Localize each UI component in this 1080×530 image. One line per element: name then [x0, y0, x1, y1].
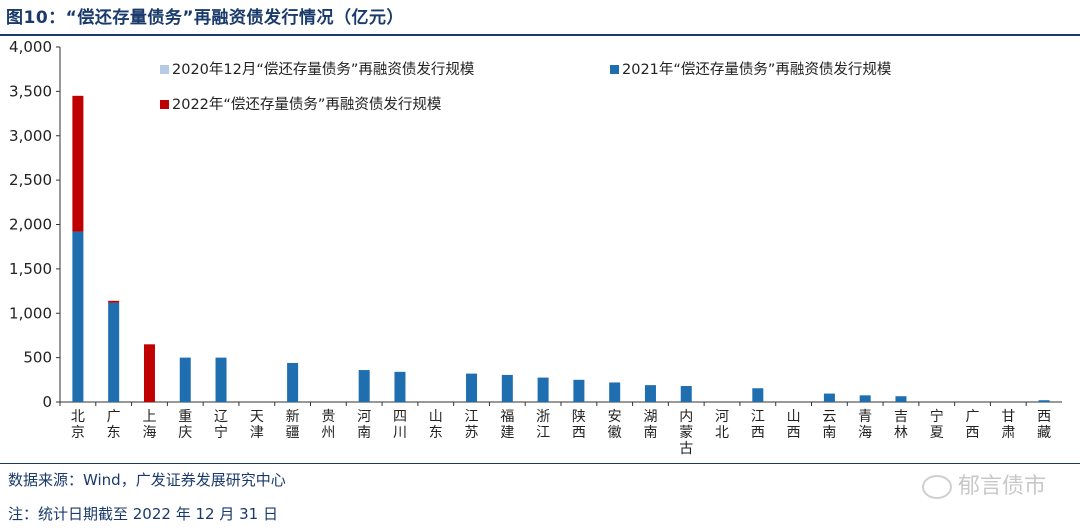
x-tick-label: 四川 [393, 409, 407, 441]
bar-segment [179, 357, 191, 402]
bar-segment [108, 302, 120, 402]
source-note: 数据来源：Wind，广发证券发展研究中心 [8, 471, 286, 489]
legend-label-2020: 2020年12月“偿还存量债务”再融资债发行规模 [172, 62, 475, 78]
x-tick-label: 安徽 [608, 409, 622, 441]
x-tick-label: 青海 [858, 409, 872, 441]
x-tick-label: 贵州 [321, 409, 335, 441]
bar-segment [287, 362, 299, 402]
y-tick-label: 2,000 [9, 216, 52, 234]
x-tick-label: 天津 [250, 409, 264, 441]
x-tick-label: 吉林 [894, 409, 908, 441]
x-tick-label: 重庆 [178, 409, 192, 441]
x-tick-label: 福建 [500, 409, 514, 441]
bar-segment [72, 95, 84, 232]
legend-swatch-2021 [610, 65, 619, 74]
legend-label-2022: 2022年“偿还存量债务”再融资债发行规模 [172, 97, 442, 113]
bar-segment [394, 371, 406, 402]
date-note: 注：统计日期截至 2022 年 12 月 31 日 [8, 505, 278, 523]
bar-segment [895, 396, 907, 402]
legend-item-2021: 2021年“偿还存量债务”再融资债发行规模 [610, 58, 891, 79]
x-tick-label: 内蒙古 [679, 409, 693, 457]
x-tick-label: 江苏 [465, 409, 479, 441]
bar-segment [358, 370, 370, 402]
bar-segment [466, 373, 478, 402]
bar-segment [823, 393, 835, 402]
legend-item-2022: 2022年“偿还存量债务”再融资债发行规模 [160, 93, 441, 114]
watermark: 郁言债市 [921, 468, 1046, 500]
bar-segment [72, 231, 84, 402]
x-tick-label: 广东 [107, 409, 121, 441]
watermark-text: 郁言债市 [957, 474, 1046, 499]
x-tick-label: 湖南 [643, 409, 657, 441]
wechat-icon [921, 475, 952, 499]
x-tick-label: 江西 [751, 409, 765, 441]
y-tick-label: 2,500 [9, 171, 52, 189]
x-tick-label: 山西 [787, 409, 801, 441]
x-tick-label: 北京 [71, 409, 85, 441]
stacked-bar-chart: 0 500 1,000 1,500 2,000 2,500 3,000 3,500 4,000 北… [9, 38, 1062, 457]
bar-segment [573, 379, 585, 402]
x-tick-label: 西藏 [1037, 409, 1051, 441]
footer-rule [0, 463, 1080, 464]
x-tick-label: 云南 [822, 409, 836, 441]
bar-segment [108, 300, 120, 303]
bar-segment [143, 344, 155, 402]
bar-segment [609, 382, 621, 402]
bar-segment [1038, 400, 1050, 402]
bar-segment [680, 386, 692, 402]
legend-label-2021: 2021年“偿还存量债务”再融资债发行规模 [622, 62, 892, 78]
x-tick-label: 河南 [357, 409, 371, 441]
legend-swatch-2020 [160, 65, 169, 74]
legend-swatch-2022 [160, 100, 169, 109]
bar-segment [501, 374, 513, 402]
bar-segment [644, 385, 656, 402]
bar-segment [537, 377, 549, 402]
y-tick-label: 3,000 [9, 127, 52, 145]
y-tick-label: 1,000 [9, 304, 52, 322]
figure-title: 图10：“偿还存量债务”再融资债发行情况（亿元） [6, 8, 405, 28]
x-tick-label: 陕西 [572, 409, 586, 441]
x-tick-label: 辽宁 [214, 409, 228, 441]
y-tick-label: 1,500 [9, 260, 52, 278]
x-tick-label: 宁夏 [930, 408, 944, 441]
x-tick-label: 甘肃 [1001, 409, 1015, 441]
bar-segment [859, 395, 871, 402]
y-tick-label: 0 [42, 393, 52, 411]
legend-item-2020: 2020年12月“偿还存量债务”再融资债发行规模 [160, 58, 474, 79]
bar-segment [752, 388, 764, 402]
title-rule [0, 34, 1080, 36]
y-tick-label: 4,000 [9, 38, 52, 56]
y-tick-label: 3,500 [9, 82, 52, 100]
x-tick-label: 山东 [429, 409, 443, 441]
bar-segment [215, 357, 227, 402]
x-tick-label: 河北 [715, 409, 729, 441]
x-tick-label: 新疆 [286, 409, 300, 441]
x-tick-label: 上海 [142, 409, 156, 441]
x-tick-label: 浙江 [536, 409, 550, 441]
y-tick-label: 500 [23, 349, 52, 367]
x-tick-label: 广西 [966, 409, 980, 441]
